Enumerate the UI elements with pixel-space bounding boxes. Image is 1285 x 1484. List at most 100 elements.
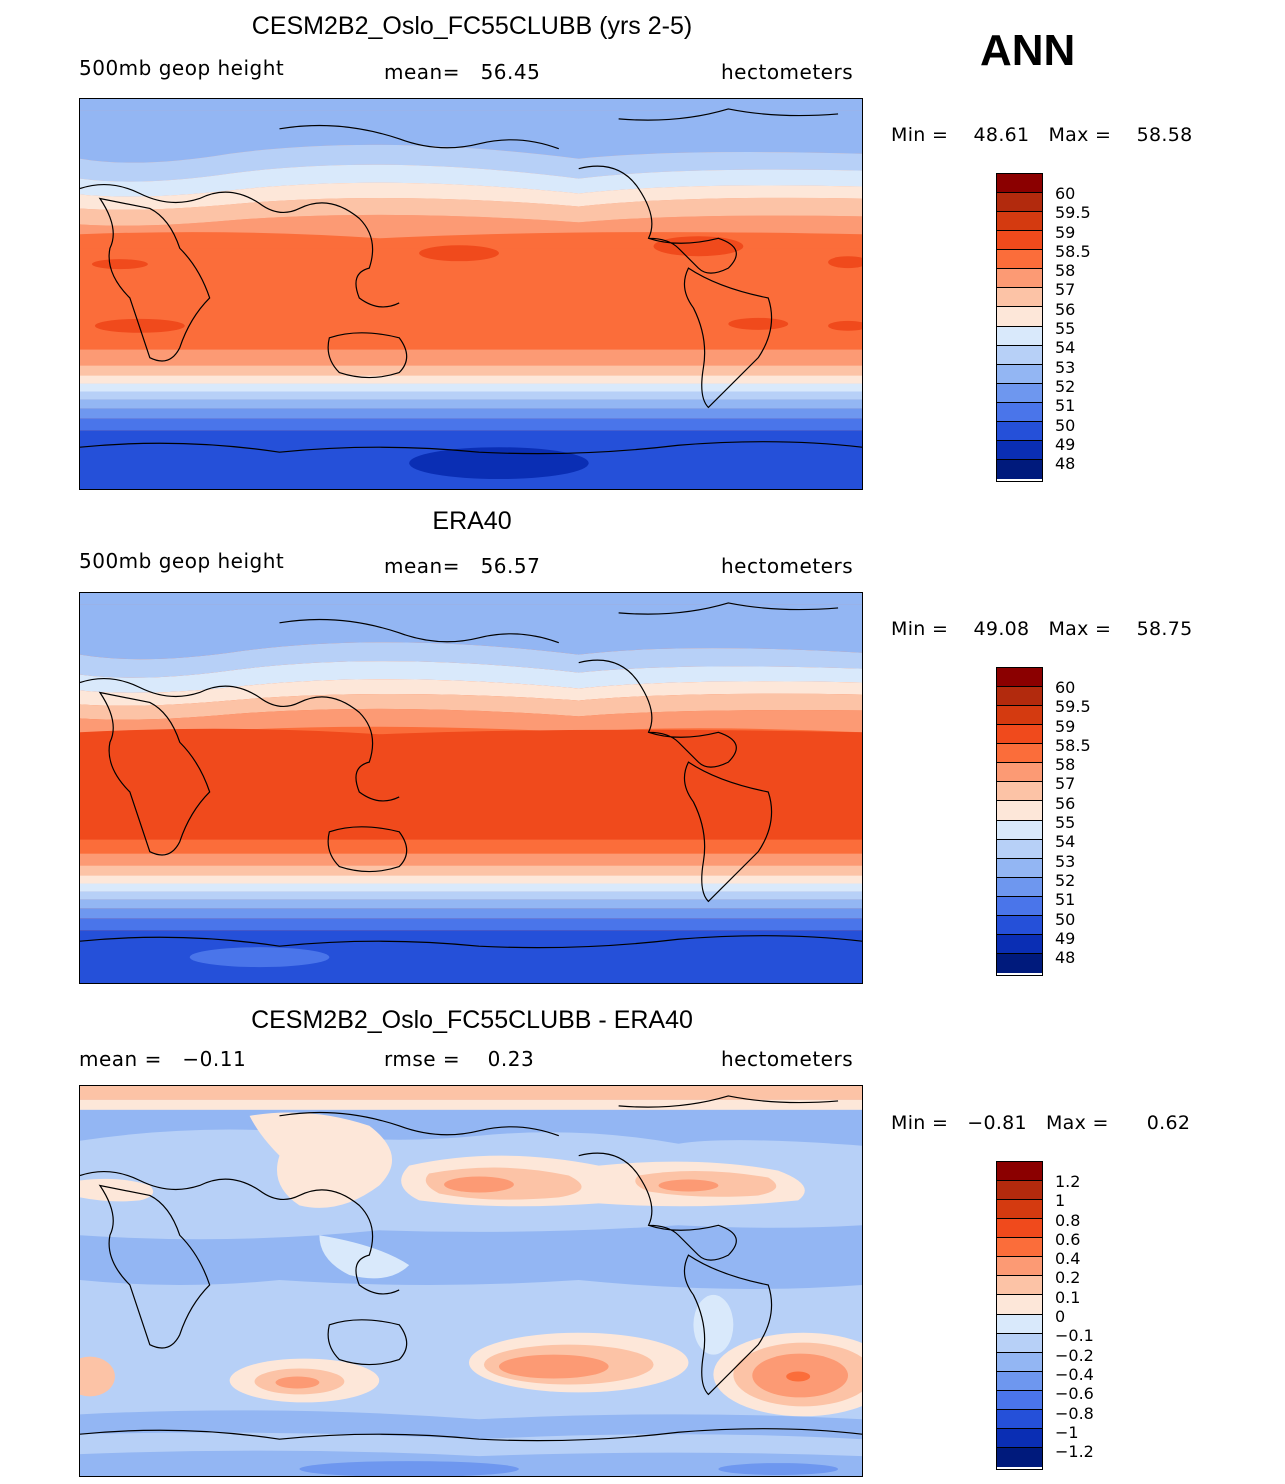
colorbar-segment [997, 934, 1042, 954]
colorbar-segment [997, 193, 1042, 213]
colorbar-segment [997, 1409, 1042, 1429]
panel-1-mean-label: mean= [384, 60, 460, 84]
panel-1-min-label: Min = [891, 124, 949, 146]
colorbar-tick-label: 51 [1055, 890, 1076, 910]
colorbar-tick-label: 48 [1055, 948, 1076, 968]
colorbar-tick-label: 0.8 [1055, 1210, 1081, 1230]
colorbar-tick-label: 59 [1055, 222, 1076, 242]
panel-3-map [79, 1085, 863, 1477]
colorbar-segment [997, 231, 1042, 251]
panel-2-colorbar [996, 667, 1043, 976]
colorbar-tick-label: 0.1 [1055, 1287, 1081, 1307]
colorbar-segment [997, 174, 1042, 194]
colorbar-tick-label: 60 [1055, 678, 1076, 697]
colorbar-segment [997, 1219, 1042, 1239]
colorbar-segment [997, 801, 1042, 821]
colorbar-segment [997, 1238, 1042, 1258]
colorbar-segment [997, 1314, 1042, 1334]
panel-2-mean-value: 56.57 [480, 554, 541, 578]
panel-3-mean: mean = −0.11 [79, 1047, 246, 1071]
colorbar-tick-label: 60 [1055, 184, 1076, 203]
colorbar-tick-label: 59.5 [1055, 697, 1091, 717]
colorbar-tick-label: 54 [1055, 338, 1076, 358]
colorbar-tick-label: 58 [1055, 261, 1076, 281]
colorbar-segment [997, 1200, 1042, 1220]
panel-2-max-value: 58.75 [1136, 618, 1193, 640]
colorbar-tick-label: 49 [1055, 928, 1076, 948]
colorbar-segment [997, 1295, 1042, 1315]
panel-3-rmse-label: rmse = [384, 1047, 461, 1071]
colorbar-tick-label: 59 [1055, 716, 1076, 736]
panel-1-min-value: 48.61 [973, 124, 1030, 146]
colorbar-tick-label: 52 [1055, 870, 1076, 890]
colorbar-segment [997, 1276, 1042, 1296]
colorbar-tick-label: 50 [1055, 415, 1076, 435]
colorbar-tick-label: 0.2 [1055, 1268, 1081, 1288]
colorbar-segment [997, 212, 1042, 232]
colorbar-segment [997, 1352, 1042, 1372]
panel-1-mean: mean= 56.45 [384, 60, 540, 84]
panel-3-rmse-value: 0.23 [487, 1047, 535, 1071]
season-label: ANN [980, 26, 1076, 75]
panel-2-variable: 500mb geop height [79, 549, 285, 573]
panel-2-units: hectometers [721, 554, 854, 578]
colorbar-tick-label: 48 [1055, 454, 1076, 474]
panel-2-max-label: Max = [1048, 618, 1112, 640]
colorbar-tick-label: 58.5 [1055, 735, 1091, 755]
colorbar-segment [997, 269, 1042, 289]
panel-1-mean-value: 56.45 [480, 60, 541, 84]
panel-3-colorbar-labels: 1.2 1 0.8 0.6 0.4 0.2 0.1 0 −0.1 −0.2 −0.4 −0.6 −0.8… [1055, 1172, 1094, 1461]
panel-1-units: hectometers [721, 60, 854, 84]
colorbar-segment [997, 763, 1042, 783]
colorbar-segment [997, 782, 1042, 802]
panel-2-colorbar-labels: 60 59.5 59 58.5 58 57 56 55 54 53 52 51 50 49 48 [1055, 678, 1091, 967]
colorbar-segment [997, 1162, 1042, 1182]
colorbar-segment [997, 345, 1042, 365]
colorbar-segment [997, 1181, 1042, 1201]
panel-3-max-value: 0.62 [1146, 1112, 1191, 1134]
panel-1-variable: 500mb geop height [79, 56, 285, 80]
colorbar-segment [997, 1333, 1042, 1353]
colorbar-tick-label: 55 [1055, 319, 1076, 339]
colorbar-tick-label: 0 [1055, 1307, 1066, 1327]
colorbar-segment [997, 1428, 1042, 1448]
colorbar-tick-label: 58.5 [1055, 241, 1091, 261]
panel-3-rmse: rmse = 0.23 [384, 1047, 534, 1071]
colorbar-segment [997, 687, 1042, 707]
colorbar-segment [997, 706, 1042, 726]
colorbar-segment [997, 725, 1042, 745]
panel-2-title: ERA40 [432, 507, 512, 535]
colorbar-tick-label: 59.5 [1055, 203, 1091, 223]
panel-3-minmax: Min = −0.81 Max = 0.62 [891, 1112, 1190, 1134]
panel-2-mean: mean= 56.57 [384, 554, 540, 578]
colorbar-segment [997, 877, 1042, 897]
panel-2-mean-label: mean= [384, 554, 460, 578]
panel-3-max-label: Max = [1045, 1112, 1109, 1134]
colorbar-segment [997, 953, 1042, 973]
colorbar-segment [997, 1447, 1042, 1467]
colorbar-segment [997, 1257, 1042, 1277]
colorbar-tick-label: 58 [1055, 755, 1076, 775]
colorbar-tick-label: 53 [1055, 357, 1076, 377]
colorbar-segment [997, 326, 1042, 346]
panel-1-title: CESM2B2_Oslo_FC55CLUBB (yrs 2-5) [251, 12, 693, 40]
colorbar-tick-label: 57 [1055, 280, 1076, 300]
panel-1-colorbar [996, 173, 1043, 482]
panel-3-colorbar [996, 1161, 1043, 1470]
colorbar-tick-label: 0.6 [1055, 1229, 1081, 1249]
colorbar-segment [997, 307, 1042, 327]
colorbar-tick-label: −0.2 [1055, 1345, 1094, 1365]
panel-3-min-value: −0.81 [967, 1112, 1027, 1134]
colorbar-tick-label: −0.8 [1055, 1403, 1094, 1423]
colorbar-segment [997, 364, 1042, 384]
colorbar-tick-label: 56 [1055, 299, 1076, 319]
colorbar-tick-label: 56 [1055, 793, 1076, 813]
panel-3-units: hectometers [721, 1047, 854, 1071]
colorbar-tick-label: −1.2 [1055, 1442, 1094, 1462]
colorbar-tick-label: 1 [1055, 1191, 1066, 1211]
colorbar-segment [997, 402, 1042, 422]
colorbar-tick-label: 52 [1055, 376, 1076, 396]
panel-1-minmax: Min = 48.61 Max = 58.58 [891, 124, 1193, 146]
panel-1-colorbar-labels: 60 59.5 59 58.5 58 57 56 55 54 53 52 51 50 49 48 [1055, 184, 1091, 473]
colorbar-tick-label: −0.4 [1055, 1364, 1094, 1384]
